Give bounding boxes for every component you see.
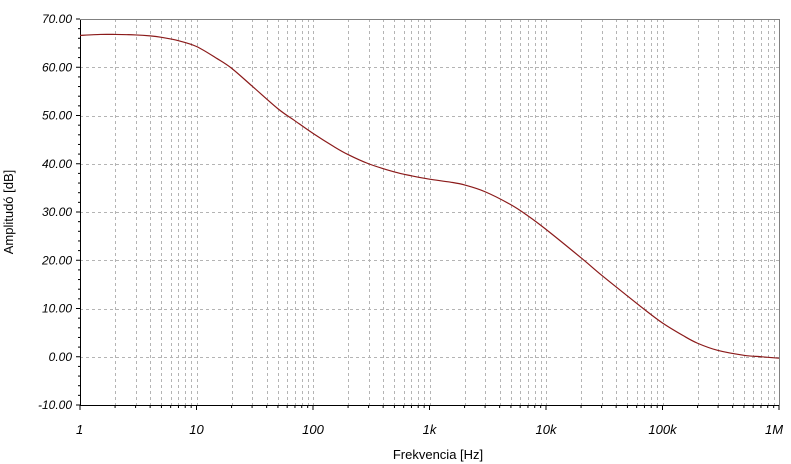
y-tick-label: 50.00 [42, 109, 72, 123]
y-tick-label: 20.00 [41, 253, 72, 267]
x-tick-label: 1 [76, 422, 83, 437]
amplitude-series-line [79, 33, 780, 359]
y-tick-label: -10.00 [38, 398, 72, 412]
y-tick-label: 30.00 [42, 205, 72, 219]
x-tick-label: 100k [648, 422, 678, 437]
grid-lines [80, 19, 779, 405]
y-tick-label: 10.00 [42, 302, 72, 316]
axes [76, 18, 780, 410]
x-tick-label: 100 [302, 422, 324, 437]
x-tick-label: 1M [765, 422, 783, 437]
x-tick-label: 10k [536, 422, 558, 437]
y-axis-label: Amplitudó [dB] [1, 170, 16, 255]
tick-labels: 70.00 60.00 50.00 40.00 30.00 20.00 10.00 0.00 -… [38, 12, 783, 437]
x-tick-label: 1k [423, 422, 438, 437]
y-tick-label: 60.00 [42, 60, 72, 74]
y-tick-label: 40.00 [42, 157, 72, 171]
x-tick-label: 10 [189, 422, 204, 437]
y-tick-label: 0.00 [49, 350, 73, 364]
y-tick-label: 70.00 [42, 12, 72, 26]
x-axis-label: Frekvencia [Hz] [393, 447, 483, 462]
series-layer [79, 33, 780, 359]
